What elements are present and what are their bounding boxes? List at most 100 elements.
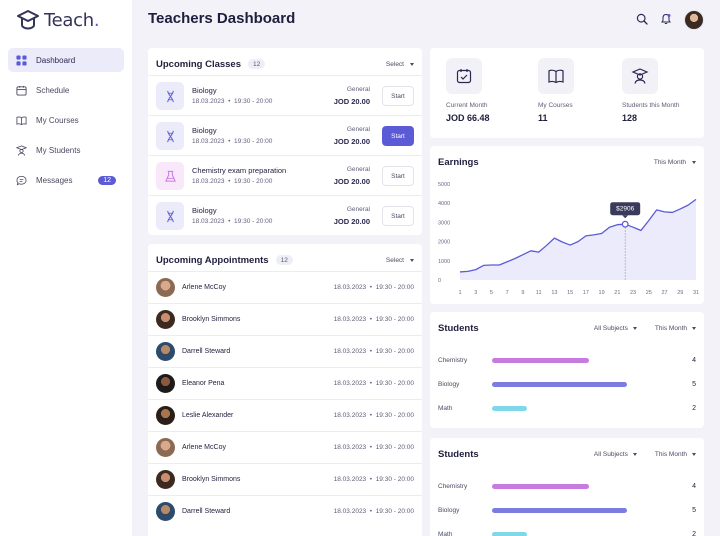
sidebar-item-label: My Courses bbox=[36, 115, 79, 125]
dna-icon bbox=[166, 210, 174, 222]
chat-icon bbox=[16, 175, 27, 185]
students-card: Students All Subjects This Month Chemist… bbox=[430, 438, 704, 536]
class-price: JOD 20.00 bbox=[333, 97, 370, 106]
x-tick-label: 17 bbox=[583, 290, 589, 296]
class-time: 19:30 - 20:00 bbox=[234, 98, 273, 105]
appointment-row[interactable]: Darrell Steward 18.03.2023 • 19:30 - 20:0… bbox=[148, 495, 422, 527]
subject-row: Biology 5 bbox=[438, 503, 696, 519]
class-datetime: 18.03.2023 • 19:30 - 20:00 bbox=[192, 178, 273, 185]
appointment-date: 18.03.2023 bbox=[333, 508, 367, 515]
caret-down-icon bbox=[692, 326, 696, 330]
appointment-name: Eleanor Pena bbox=[182, 380, 225, 387]
book-icon bbox=[16, 116, 27, 125]
appointment-row[interactable]: Brooklyn Simmons 18.03.2023 • 19:30 - 20:… bbox=[148, 463, 422, 495]
appointment-time: 19:30 - 20:00 bbox=[375, 284, 414, 291]
y-tick-label: 2000 bbox=[438, 240, 450, 246]
graduation-cap-icon bbox=[17, 10, 39, 30]
x-tick-label: 1 bbox=[458, 290, 461, 296]
x-tick-label: 15 bbox=[567, 290, 573, 296]
y-tick-label: 1000 bbox=[438, 259, 450, 265]
subject-row: Biology 5 bbox=[438, 377, 696, 393]
earnings-card: Earnings This Month 0 1000 2000 3000 4000 500… bbox=[430, 146, 704, 304]
stat-current-month: Current Month JOD 66.48 bbox=[446, 58, 526, 123]
class-row: Chemistry exam preparation 18.03.2023 • 1… bbox=[148, 155, 422, 195]
subject-label: Math bbox=[438, 531, 453, 536]
start-button[interactable]: Start bbox=[382, 86, 414, 106]
avatar bbox=[156, 502, 175, 521]
class-time: 19:30 - 20:00 bbox=[234, 178, 273, 185]
bell-icon[interactable] bbox=[660, 13, 672, 25]
appointment-date: 18.03.2023 bbox=[333, 476, 367, 483]
appointment-row[interactable]: Arlene McCoy 18.03.2023 • 19:30 - 20:00 bbox=[148, 271, 422, 303]
subject-count: 5 bbox=[692, 507, 696, 514]
upcoming-appointments-card: Upcoming Appointments 12 Select Arlene M… bbox=[148, 244, 422, 536]
card-title: Upcoming Classes bbox=[156, 58, 241, 70]
appointment-datetime: 18.03.2023 • 19:30 - 20:00 bbox=[333, 476, 414, 483]
book-icon bbox=[548, 69, 564, 84]
avatar bbox=[156, 374, 175, 393]
subject-row: Math 2 bbox=[438, 527, 696, 536]
sidebar-item-schedule[interactable]: Schedule bbox=[8, 78, 124, 102]
subjects-filter-select[interactable]: All Subjects bbox=[594, 451, 637, 458]
select-label: This Month bbox=[654, 324, 687, 332]
logo[interactable]: Teach. bbox=[16, 9, 100, 31]
class-datetime: 18.03.2023 • 19:30 - 20:00 bbox=[192, 138, 273, 145]
appointment-row[interactable]: Darrell Steward 18.03.2023 • 19:30 - 20:0… bbox=[148, 335, 422, 367]
stat-value: 128 bbox=[622, 113, 638, 123]
sidebar-item-label: Dashboard bbox=[36, 55, 76, 65]
period-select[interactable]: This Month bbox=[655, 451, 696, 458]
appointment-row[interactable]: Arlene McCoy 18.03.2023 • 19:30 - 20:00 bbox=[148, 431, 422, 463]
start-button[interactable]: Start bbox=[382, 126, 414, 146]
subject-bar bbox=[492, 406, 527, 411]
start-button[interactable]: Start bbox=[382, 166, 414, 186]
stats-card: Current Month JOD 66.48 My Courses 11 St… bbox=[430, 48, 704, 138]
sidebar-item-dashboard[interactable]: Dashboard bbox=[8, 48, 124, 72]
appointment-row[interactable]: Eleanor Pena 18.03.2023 • 19:30 - 20:00 bbox=[148, 367, 422, 399]
stat-icon-box bbox=[538, 58, 574, 94]
appointment-date: 18.03.2023 bbox=[333, 412, 367, 419]
sidebar-item-my-students[interactable]: My Students bbox=[8, 138, 124, 162]
start-button[interactable]: Start bbox=[382, 206, 414, 226]
appointment-datetime: 18.03.2023 • 19:30 - 20:00 bbox=[333, 348, 414, 355]
card-title: Upcoming Appointments bbox=[156, 254, 269, 266]
sidebar-item-my-courses[interactable]: My Courses bbox=[8, 108, 124, 132]
class-icon-box bbox=[156, 82, 184, 110]
appointment-name: Leslie Alexander bbox=[182, 412, 234, 419]
appointments-select[interactable]: Select bbox=[386, 257, 414, 264]
avatar bbox=[156, 438, 175, 457]
select-label: Select bbox=[385, 256, 404, 264]
appointment-date: 18.03.2023 bbox=[333, 316, 367, 323]
class-date: 18.03.2023 bbox=[192, 98, 225, 105]
caret-down-icon bbox=[632, 452, 637, 456]
appointment-row[interactable]: Brooklyn Simmons 18.03.2023 • 19:30 - 20:… bbox=[148, 303, 422, 335]
class-price: JOD 20.00 bbox=[333, 217, 370, 226]
appointment-time: 19:30 - 20:00 bbox=[375, 380, 414, 387]
graduate-icon bbox=[631, 68, 649, 84]
sidebar-item-label: Messages bbox=[36, 175, 73, 185]
class-type: General bbox=[346, 166, 370, 173]
upcoming-classes-card: Upcoming Classes 12 Select Biology 18.03.… bbox=[148, 48, 422, 235]
select-label: All Subjects bbox=[593, 450, 628, 458]
select-label: This Month bbox=[654, 450, 687, 458]
appointment-time: 19:30 - 20:00 bbox=[375, 508, 414, 515]
appointment-name: Brooklyn Simmons bbox=[182, 316, 241, 323]
sidebar-nav: Dashboard Schedule My Courses My Student… bbox=[8, 48, 124, 198]
class-date: 18.03.2023 bbox=[192, 138, 225, 145]
appointment-time: 19:30 - 20:00 bbox=[375, 412, 414, 419]
period-select[interactable]: This Month bbox=[655, 325, 696, 332]
search-icon[interactable] bbox=[636, 13, 648, 25]
user-avatar[interactable] bbox=[684, 10, 704, 30]
appointment-row[interactable]: Leslie Alexander 18.03.2023 • 19:30 - 20:… bbox=[148, 399, 422, 431]
subject-bar bbox=[492, 382, 627, 387]
classes-select[interactable]: Select bbox=[386, 61, 414, 68]
dna-icon bbox=[166, 130, 174, 142]
class-price: JOD 20.00 bbox=[333, 177, 370, 186]
appointment-name: Darrell Steward bbox=[182, 348, 231, 355]
x-tick-label: 3 bbox=[474, 290, 477, 296]
earnings-period-select[interactable]: This Month bbox=[654, 159, 696, 166]
subjects-filter-select[interactable]: All Subjects bbox=[594, 325, 637, 332]
appointment-time: 19:30 - 20:00 bbox=[375, 348, 414, 355]
x-tick-label: 19 bbox=[599, 290, 605, 296]
sidebar-item-messages[interactable]: Messages 12 bbox=[8, 168, 124, 192]
